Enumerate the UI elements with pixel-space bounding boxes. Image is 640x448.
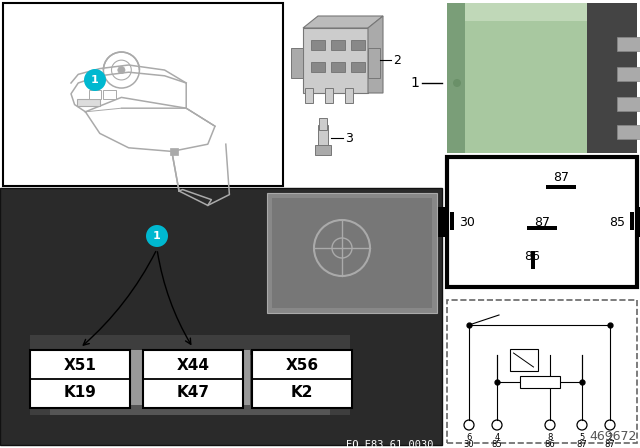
Text: 87: 87 <box>605 440 616 448</box>
Text: K19: K19 <box>63 385 97 400</box>
Bar <box>50 355 330 415</box>
Circle shape <box>146 225 168 247</box>
Text: 87: 87 <box>534 215 550 228</box>
Bar <box>546 185 576 189</box>
Bar <box>447 3 465 153</box>
Text: 86: 86 <box>525 250 540 263</box>
Text: 3: 3 <box>345 132 353 145</box>
Text: K47: K47 <box>177 385 209 400</box>
Bar <box>143 350 243 408</box>
Bar <box>252 350 352 408</box>
Bar <box>104 90 116 99</box>
Bar <box>303 28 368 93</box>
Bar <box>331 40 345 50</box>
Bar <box>345 88 353 103</box>
Bar <box>311 62 325 72</box>
Bar <box>617 125 640 139</box>
Text: 4: 4 <box>494 433 500 442</box>
Text: K2: K2 <box>291 385 313 400</box>
Bar <box>77 99 100 106</box>
Polygon shape <box>303 16 383 28</box>
Bar <box>351 40 365 50</box>
Bar <box>433 207 447 237</box>
Bar <box>270 350 340 405</box>
Bar <box>305 88 313 103</box>
Bar <box>447 3 637 153</box>
Polygon shape <box>368 16 383 93</box>
Text: 2: 2 <box>607 433 612 442</box>
Bar <box>30 350 130 408</box>
Bar <box>325 88 333 103</box>
Text: X51: X51 <box>63 358 97 373</box>
Bar <box>315 145 331 155</box>
Bar <box>272 198 432 308</box>
Bar <box>311 40 325 50</box>
Circle shape <box>453 79 461 87</box>
Bar <box>89 90 101 99</box>
Bar <box>617 37 640 51</box>
Bar <box>30 335 350 415</box>
Text: 5: 5 <box>579 433 584 442</box>
Text: 85: 85 <box>492 440 502 448</box>
Bar <box>0 188 442 445</box>
Text: 6: 6 <box>467 433 472 442</box>
Bar <box>331 62 345 72</box>
Text: 86: 86 <box>545 440 556 448</box>
Bar <box>450 212 454 230</box>
Bar <box>319 118 327 130</box>
Text: 30: 30 <box>459 215 475 228</box>
Bar <box>527 226 557 230</box>
Bar <box>70 350 150 405</box>
Bar <box>368 48 380 78</box>
Bar <box>509 349 538 371</box>
Bar <box>447 157 637 287</box>
Bar <box>3 3 283 186</box>
Circle shape <box>84 69 106 91</box>
Polygon shape <box>179 190 211 205</box>
Bar <box>520 376 559 388</box>
Circle shape <box>118 66 125 73</box>
Text: X56: X56 <box>285 358 319 373</box>
Text: 1: 1 <box>410 76 419 90</box>
Bar <box>630 212 634 230</box>
Bar <box>587 3 637 153</box>
Bar <box>180 350 250 405</box>
Bar <box>617 67 640 81</box>
Bar <box>351 62 365 72</box>
Text: 2: 2 <box>393 53 401 66</box>
Bar <box>617 97 640 111</box>
Text: 469672: 469672 <box>589 430 637 443</box>
Text: 1: 1 <box>91 75 99 85</box>
Bar <box>291 48 303 78</box>
Text: 30: 30 <box>464 440 474 448</box>
Bar <box>318 125 328 145</box>
Bar <box>267 193 437 313</box>
Text: EO E83 61 0030: EO E83 61 0030 <box>346 440 434 448</box>
Text: X44: X44 <box>177 358 209 373</box>
Bar <box>637 207 640 237</box>
Text: 8: 8 <box>547 433 553 442</box>
Text: 87: 87 <box>577 440 588 448</box>
Bar <box>447 300 637 443</box>
Text: 1: 1 <box>153 231 161 241</box>
Bar <box>531 251 534 269</box>
Text: 87: 87 <box>553 171 569 184</box>
Bar <box>170 148 177 155</box>
Bar <box>447 3 637 21</box>
Text: 85: 85 <box>609 215 625 228</box>
